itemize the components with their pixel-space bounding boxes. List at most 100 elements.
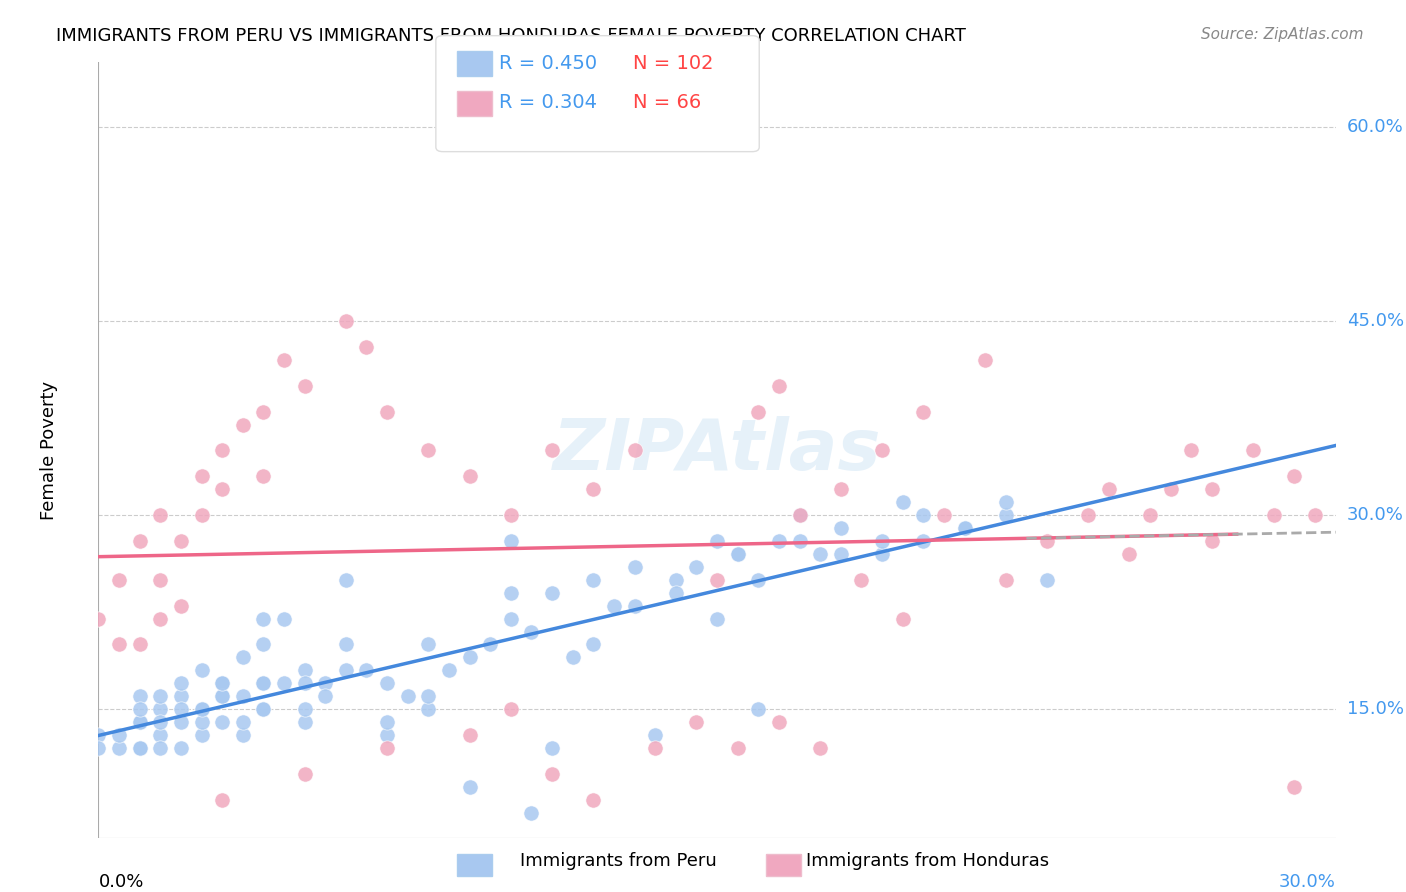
- Point: [294, 378, 316, 392]
- Point: [356, 664, 378, 678]
- Point: [706, 612, 728, 626]
- Text: 0.0%: 0.0%: [98, 873, 143, 891]
- Point: [479, 637, 502, 651]
- Point: [1139, 508, 1161, 523]
- Point: [170, 702, 193, 716]
- Point: [418, 637, 440, 651]
- Point: [953, 521, 976, 535]
- Point: [294, 766, 316, 781]
- Point: [1098, 482, 1121, 496]
- Point: [335, 637, 357, 651]
- Point: [665, 573, 688, 587]
- Point: [252, 469, 274, 483]
- Point: [190, 715, 212, 730]
- Point: [190, 469, 212, 483]
- Point: [891, 612, 914, 626]
- Point: [665, 586, 688, 600]
- Point: [1118, 547, 1140, 561]
- Text: 30.0%: 30.0%: [1347, 506, 1403, 524]
- Point: [1036, 573, 1059, 587]
- Point: [830, 521, 852, 535]
- Point: [582, 482, 605, 496]
- Point: [232, 728, 254, 742]
- Point: [808, 740, 831, 755]
- Point: [644, 740, 666, 755]
- Point: [747, 573, 769, 587]
- Point: [314, 689, 336, 703]
- Point: [891, 495, 914, 509]
- Point: [1180, 443, 1202, 458]
- Text: R = 0.450: R = 0.450: [499, 54, 598, 73]
- Point: [747, 405, 769, 419]
- Point: [149, 715, 172, 730]
- Point: [128, 533, 150, 548]
- Point: [190, 728, 212, 742]
- Point: [830, 547, 852, 561]
- Point: [623, 599, 645, 613]
- Point: [190, 702, 212, 716]
- Point: [252, 676, 274, 690]
- Point: [190, 508, 212, 523]
- Point: [830, 482, 852, 496]
- Point: [314, 676, 336, 690]
- Point: [541, 740, 564, 755]
- Point: [375, 405, 398, 419]
- Point: [789, 508, 811, 523]
- Point: [232, 689, 254, 703]
- Point: [458, 728, 481, 742]
- Point: [870, 547, 893, 561]
- Point: [149, 702, 172, 716]
- Point: [211, 482, 233, 496]
- Point: [396, 689, 419, 703]
- Point: [727, 547, 749, 561]
- Point: [87, 740, 110, 755]
- Point: [685, 715, 707, 730]
- Point: [170, 740, 193, 755]
- Point: [418, 702, 440, 716]
- Text: ZIPAtlas: ZIPAtlas: [553, 416, 882, 485]
- Point: [541, 586, 564, 600]
- Point: [1077, 508, 1099, 523]
- Point: [149, 728, 172, 742]
- Point: [211, 676, 233, 690]
- Point: [108, 637, 131, 651]
- Point: [128, 715, 150, 730]
- Point: [211, 715, 233, 730]
- Point: [727, 740, 749, 755]
- Point: [108, 740, 131, 755]
- Point: [520, 624, 543, 639]
- Point: [252, 637, 274, 651]
- Point: [747, 702, 769, 716]
- Point: [108, 573, 131, 587]
- Text: N = 66: N = 66: [633, 93, 702, 112]
- Point: [851, 573, 873, 587]
- Point: [335, 573, 357, 587]
- Point: [294, 702, 316, 716]
- Point: [561, 650, 583, 665]
- Point: [1160, 482, 1182, 496]
- Text: Immigrants from Peru: Immigrants from Peru: [520, 852, 717, 870]
- Text: Immigrants from Honduras: Immigrants from Honduras: [807, 852, 1049, 870]
- Point: [273, 612, 295, 626]
- Point: [437, 664, 460, 678]
- Point: [1201, 482, 1223, 496]
- Point: [994, 495, 1017, 509]
- Point: [128, 689, 150, 703]
- Point: [170, 689, 193, 703]
- Point: [603, 599, 626, 613]
- Point: [87, 728, 110, 742]
- Point: [149, 573, 172, 587]
- Point: [128, 740, 150, 755]
- Point: [294, 664, 316, 678]
- Point: [541, 443, 564, 458]
- Point: [211, 689, 233, 703]
- Point: [768, 715, 790, 730]
- Point: [1303, 508, 1326, 523]
- Point: [499, 586, 522, 600]
- Point: [232, 417, 254, 432]
- Point: [232, 715, 254, 730]
- Point: [1241, 443, 1264, 458]
- Text: Female Poverty: Female Poverty: [39, 381, 58, 520]
- Point: [870, 533, 893, 548]
- Point: [128, 715, 150, 730]
